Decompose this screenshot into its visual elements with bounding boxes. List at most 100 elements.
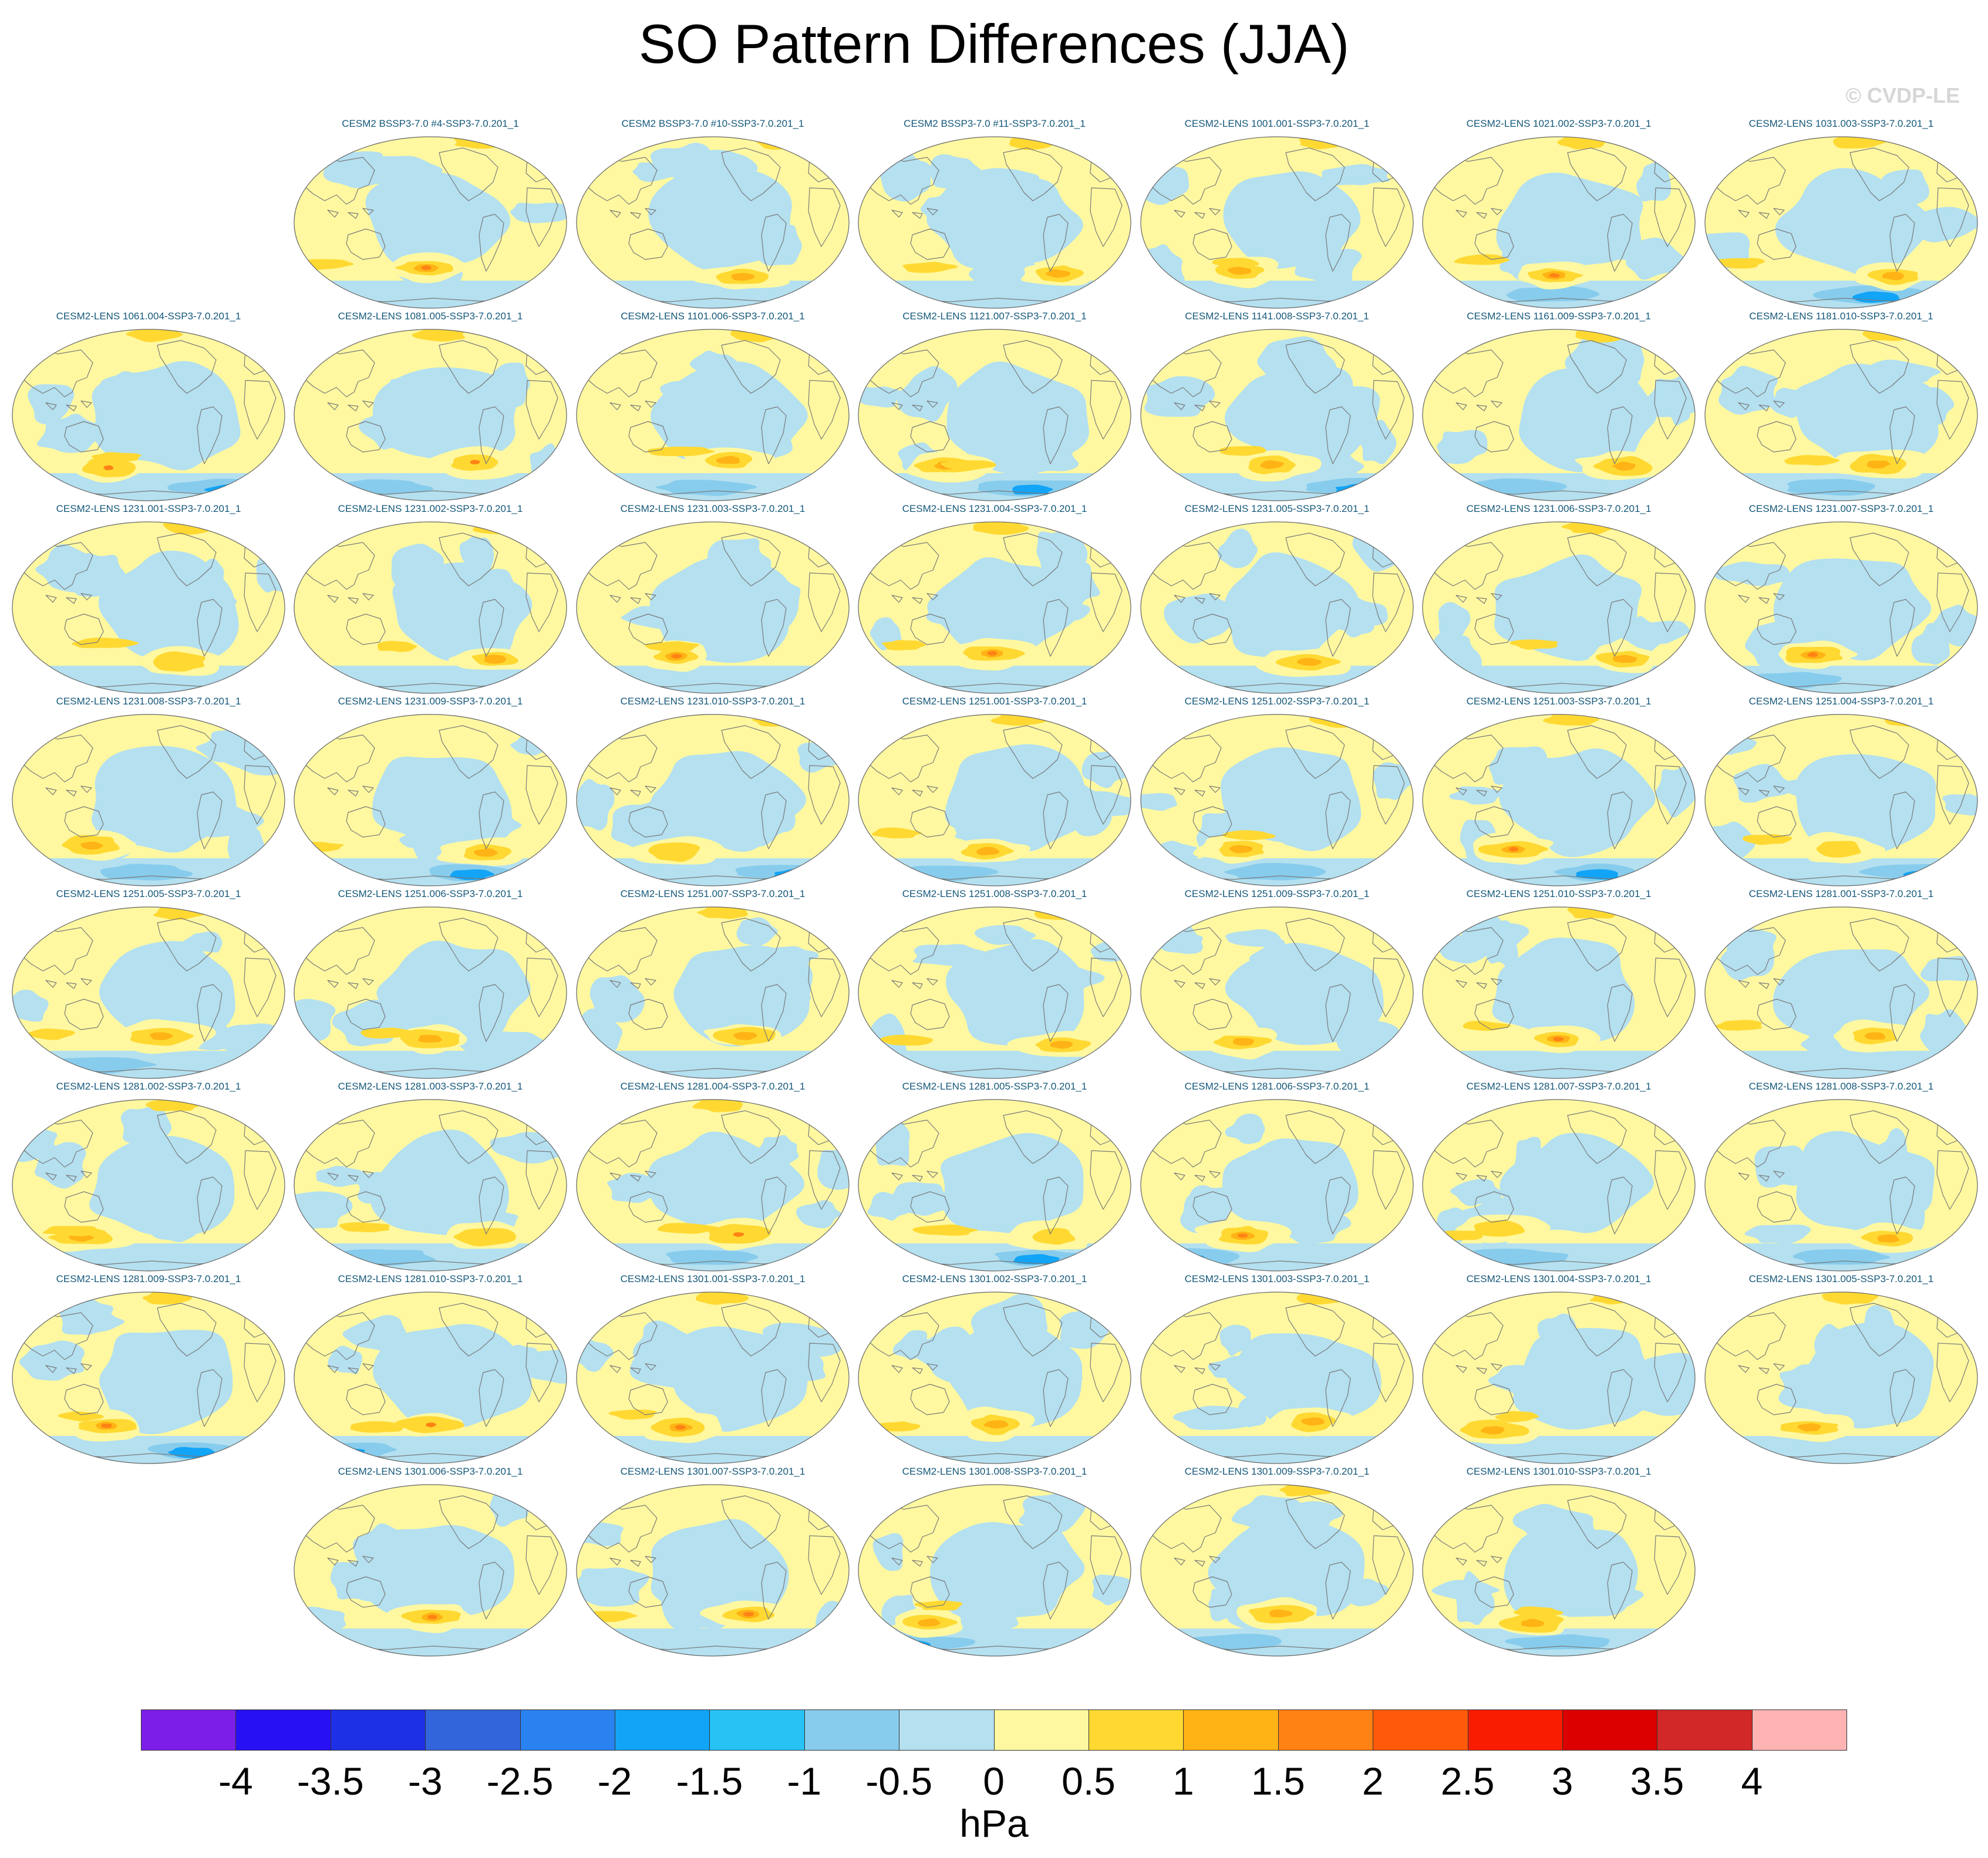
asia-coast [1141, 345, 1222, 397]
panel-title: CESM2-LENS 1281.001-SSP3-7.0.201_1 [1748, 888, 1934, 899]
maritime-islands [45, 785, 92, 797]
field-positive-patch [1716, 1020, 1763, 1031]
field-negative-patch [1488, 1365, 1561, 1395]
africa-coast [1090, 380, 1123, 440]
field-arctic-anomaly [695, 1292, 749, 1305]
field-southern-band [12, 1436, 285, 1464]
north-america-coast [1003, 725, 1063, 779]
map-outline [858, 136, 1131, 309]
map-panel: CESM2-LENS 1301.007-SSP3-7.0.201_1 [575, 1465, 851, 1658]
field-positive-core [103, 465, 114, 471]
panel-map [12, 1099, 285, 1272]
north-america-coast [1285, 918, 1345, 972]
field-negative-core [1224, 862, 1326, 881]
field-negative-patch [1225, 1113, 1265, 1144]
field-negative-patch [1527, 1575, 1560, 1612]
africa-coast [808, 1343, 841, 1402]
map-panel: CESM2 BSSP3-7.0 #10-SSP3-7.0.201_1 [575, 117, 851, 310]
field-negative-patch [183, 931, 223, 953]
maritime-islands [1174, 785, 1221, 797]
south-america-coast [197, 406, 223, 464]
asia-coast [13, 1115, 93, 1168]
field-positive-patch [1784, 455, 1840, 466]
field-negative-patch [1620, 621, 1690, 644]
colorbar-swatch [141, 1709, 237, 1751]
panel-map [576, 1099, 850, 1272]
map-outline [576, 1484, 850, 1657]
field-negative-patch [1241, 1147, 1313, 1169]
field-positive-core [1237, 1233, 1248, 1238]
maritime-islands [609, 978, 656, 989]
asia-coast [1423, 730, 1504, 783]
africa-coast [525, 957, 558, 1017]
field-negative-patch [1056, 601, 1090, 621]
field-negative-patch [1449, 786, 1504, 805]
field-negative-patch [992, 437, 1079, 476]
field-negative-core [100, 864, 193, 881]
asia-coast [1423, 1307, 1504, 1360]
map-outline [294, 521, 567, 694]
panel-title: CESM2-LENS 1121.007-SSP3-7.0.201_1 [902, 311, 1087, 322]
north-america-coast [721, 1495, 781, 1549]
field-negative-region [89, 1135, 235, 1236]
field-negative-patch [1217, 528, 1258, 568]
map-panel: CESM2-LENS 1251.001-SSP3-7.0.201_1 [857, 695, 1133, 888]
map-panel: CESM2-LENS 1301.005-SSP3-7.0.201_1 [1703, 1273, 1979, 1465]
panel-title: CESM2-LENS 1251.008-SSP3-7.0.201_1 [902, 888, 1087, 899]
field-negative-patch [764, 946, 819, 968]
field-southern-band [577, 1051, 849, 1078]
asia-coast [1141, 152, 1222, 205]
australia-coast [1474, 228, 1514, 260]
field-negative-patch [1257, 336, 1337, 385]
field-positive-core [425, 1422, 436, 1428]
north-america-coast [1003, 1303, 1063, 1357]
australia-coast [910, 1576, 950, 1608]
field-negative-patch [1513, 1137, 1545, 1190]
map-outline [294, 1484, 567, 1657]
field-positive-core [1300, 1417, 1325, 1426]
australia-coast [628, 1191, 668, 1223]
colorbar-swatch [1751, 1709, 1848, 1751]
africa-coast [808, 380, 841, 440]
map-outline [858, 906, 1131, 1079]
field-negative-patch [577, 1567, 649, 1607]
asia-coast [1706, 922, 1786, 975]
panel-map [576, 714, 850, 886]
africa-coast [1090, 1343, 1123, 1402]
north-america-coast [1285, 147, 1345, 201]
south-america-coast [197, 791, 223, 849]
colorbar-tick-label: 1.5 [1251, 1759, 1305, 1803]
australia-coast [1757, 999, 1797, 1030]
maritime-islands [609, 593, 656, 604]
field-positive-core [1797, 1423, 1821, 1432]
map-panel: CESM2-LENS 1231.005-SSP3-7.0.201_1 [1139, 503, 1415, 695]
maritime-islands [891, 593, 938, 604]
africa-coast [1654, 765, 1687, 825]
colorbar-swatch [899, 1709, 995, 1751]
panel-title: CESM2-LENS 1301.008-SSP3-7.0.201_1 [902, 1466, 1087, 1477]
colorbar-swatch [330, 1709, 426, 1751]
colorbar-swatch [1278, 1709, 1374, 1751]
panel-map [1140, 1099, 1414, 1272]
africa-coast [1654, 1150, 1687, 1210]
south-america-coast [1325, 1562, 1351, 1620]
africa-coast [1936, 1150, 1969, 1210]
map-panel: CESM2-LENS 1251.010-SSP3-7.0.201_1 [1421, 888, 1697, 1080]
south-america-coast [197, 984, 223, 1042]
asia-coast [1423, 152, 1504, 205]
field-negative-patch [589, 975, 645, 1023]
asia-coast [1141, 1115, 1222, 1168]
africa-coast [244, 1150, 277, 1210]
asia-coast [295, 922, 375, 975]
field-negative-patch [897, 366, 958, 422]
map-panel: CESM2-LENS 1231.003-SSP3-7.0.201_1 [575, 503, 851, 695]
australia-coast [346, 806, 386, 838]
maritime-islands [1455, 593, 1502, 604]
colorbar-swatch [520, 1709, 615, 1751]
field-negative-patch [1480, 921, 1529, 946]
field-southern-band [858, 281, 1131, 308]
field-positive-core [1296, 657, 1322, 666]
colorbar-swatch [1183, 1709, 1279, 1751]
field-negative-patch [912, 944, 996, 967]
panel-map [1140, 906, 1414, 1079]
